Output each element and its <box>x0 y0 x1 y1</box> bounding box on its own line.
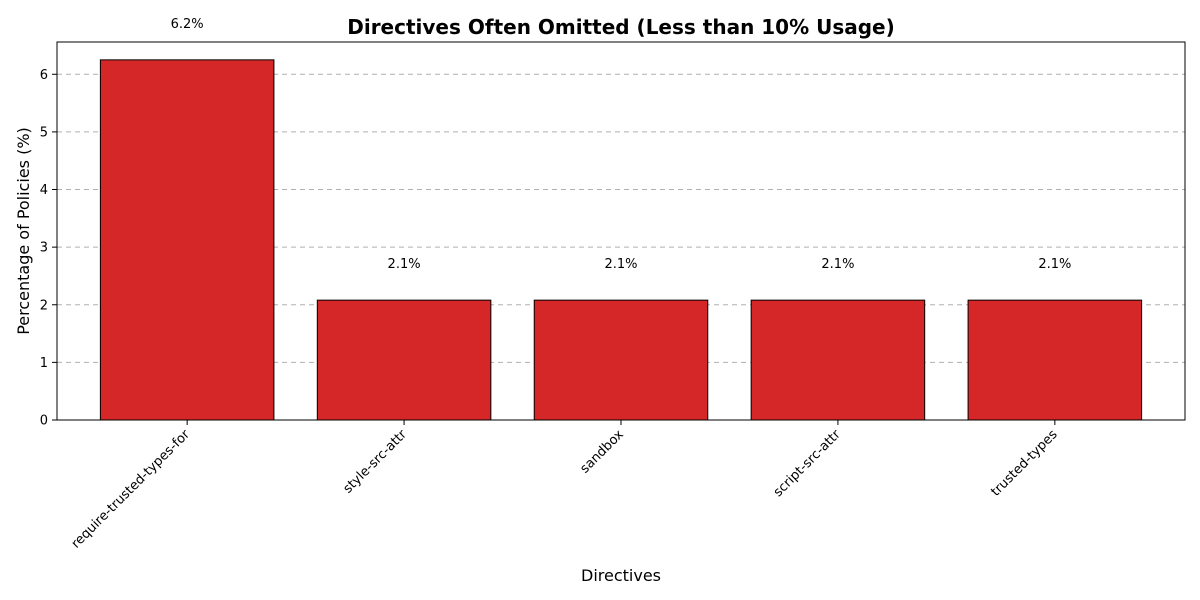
bars <box>99 59 1143 421</box>
x-axis-label: Directives <box>581 566 661 585</box>
y-tick-label: 2 <box>40 298 48 313</box>
y-tick-label: 1 <box>40 356 48 371</box>
y-tick-label: 5 <box>40 125 48 140</box>
y-tick-label: 6 <box>40 68 48 83</box>
bar <box>316 299 492 421</box>
y-tick-label: 0 <box>40 414 48 429</box>
bar <box>750 299 926 421</box>
plot-frame <box>56 41 1186 421</box>
bar <box>967 299 1143 421</box>
bar <box>99 59 275 421</box>
bar-value-label: 2.1% <box>821 257 854 272</box>
x-tick-label: sandbox <box>578 427 628 477</box>
y-axis-label: Percentage of Policies (%) <box>14 127 33 335</box>
x-tick-label: style-src-attr <box>341 427 411 497</box>
y-tick-label: 3 <box>40 241 48 256</box>
x-tick-label: require-trusted-types-for <box>69 427 194 552</box>
chart-title: Directives Often Omitted (Less than 10% … <box>347 15 895 39</box>
bar-value-label: 6.2% <box>171 17 204 32</box>
x-tick-label: script-src-attr <box>771 427 844 500</box>
bar-value-label: 2.1% <box>1038 257 1071 272</box>
data-labels: 6.2% 2.1% 2.1% 2.1% 2.1% <box>171 17 1072 272</box>
bar <box>533 299 709 421</box>
y-tick-label: 4 <box>40 183 48 198</box>
bar-value-label: 2.1% <box>604 257 637 272</box>
x-tick-label: trusted-types <box>988 427 1061 500</box>
bar-value-label: 2.1% <box>388 257 421 272</box>
